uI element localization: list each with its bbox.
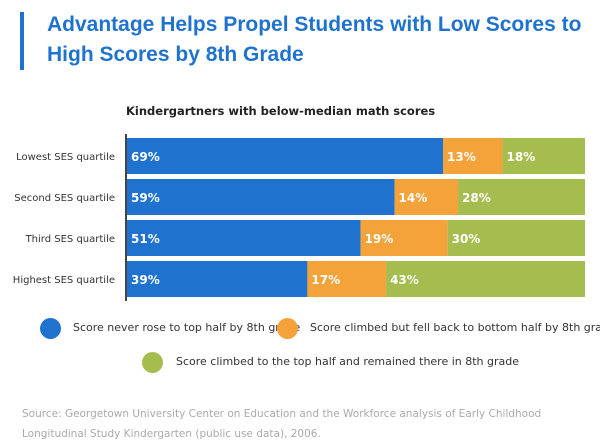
bar-segment bbox=[127, 138, 444, 174]
category-label: Second SES quartile bbox=[14, 193, 115, 204]
data-label: 19% bbox=[365, 232, 394, 246]
data-label: 43% bbox=[390, 273, 419, 287]
legend-marker-blue bbox=[40, 318, 61, 339]
legend-marker-green bbox=[142, 352, 163, 373]
data-label: 28% bbox=[462, 191, 491, 205]
data-label: 30% bbox=[452, 232, 481, 246]
bar-segment bbox=[127, 220, 361, 256]
bar-segment bbox=[127, 261, 308, 297]
data-label: 51% bbox=[131, 232, 160, 246]
data-label: 39% bbox=[131, 273, 160, 287]
data-label: 69% bbox=[131, 150, 160, 164]
bar-segment bbox=[502, 138, 585, 174]
page-title: Advantage Helps Propel Students with Low… bbox=[47, 13, 582, 66]
legend-marker-orange bbox=[277, 318, 298, 339]
category-label: Lowest SES quartile bbox=[16, 152, 115, 163]
bar-segment bbox=[386, 261, 585, 297]
data-label: 14% bbox=[399, 191, 428, 205]
bar-segment bbox=[360, 220, 448, 256]
data-label: 59% bbox=[131, 191, 160, 205]
legend-label-never-rose: Score never rose to top half by 8th grad… bbox=[73, 321, 301, 334]
data-label: 13% bbox=[447, 150, 476, 164]
category-label: Third SES quartile bbox=[25, 234, 115, 245]
chart-title: Kindergartners with below-median math sc… bbox=[126, 104, 436, 118]
bar-segment bbox=[394, 179, 459, 215]
bar-segment bbox=[447, 220, 585, 256]
data-label: 18% bbox=[507, 150, 536, 164]
title-accent-bar bbox=[20, 12, 24, 70]
legend-label-remained: Score climbed to the top half and remain… bbox=[176, 355, 520, 368]
bar-segment bbox=[307, 261, 387, 297]
source-note: Source: Georgetown University Center on … bbox=[22, 408, 542, 440]
data-label: 17% bbox=[311, 273, 340, 287]
category-label: Highest SES quartile bbox=[13, 275, 115, 286]
bar-segment bbox=[127, 179, 395, 215]
bar-segment bbox=[458, 179, 585, 215]
bar-segment bbox=[443, 138, 503, 174]
legend-label-fell-back: Score climbed but fell back to bottom ha… bbox=[310, 321, 600, 334]
